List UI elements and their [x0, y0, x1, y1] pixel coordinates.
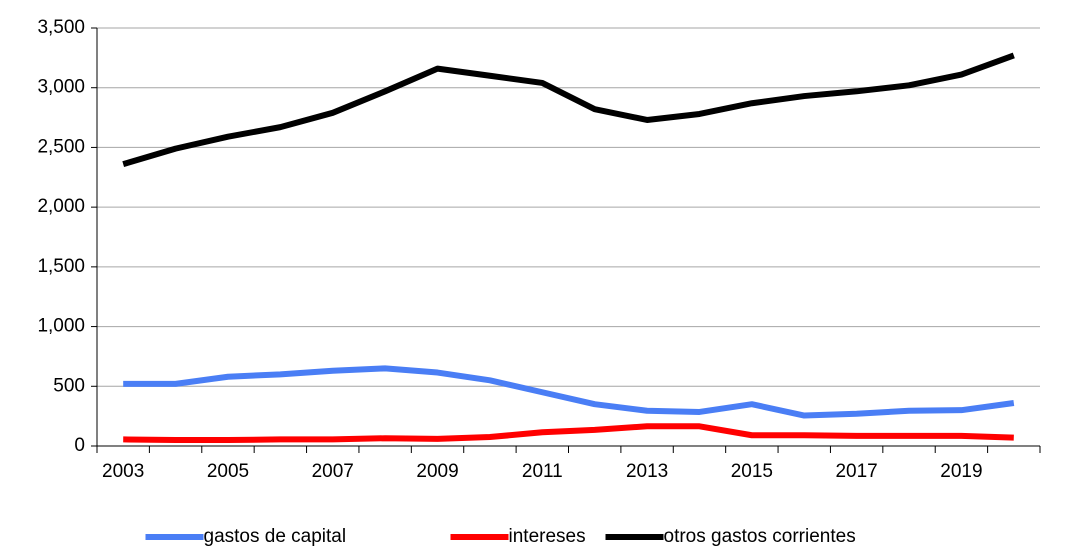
- y-tick-label: 3,500: [37, 17, 85, 38]
- x-tick-label: 2013: [626, 461, 668, 482]
- x-tick-label: 2017: [835, 461, 877, 482]
- x-tick-label: 2019: [940, 461, 982, 482]
- x-tick-label: 2005: [207, 461, 249, 482]
- x-tick-label: 2015: [731, 461, 773, 482]
- x-tick-label: 2009: [416, 461, 458, 482]
- legend-label: gastos de capital: [204, 526, 347, 547]
- x-tick-label: 2003: [102, 461, 144, 482]
- series-line: [122, 52, 1015, 168]
- y-tick-label: 2,500: [37, 136, 85, 157]
- series-line: [123, 423, 1014, 444]
- legend-label: otros gastos corrientes: [664, 526, 856, 547]
- y-tick-label: 2,000: [37, 196, 85, 217]
- y-tick-label: 0: [74, 435, 85, 456]
- y-tick-label: 500: [53, 375, 85, 396]
- y-tick-label: 1,000: [37, 316, 85, 337]
- legend-label: intereses: [509, 526, 586, 547]
- y-tick-label: 3,000: [37, 77, 85, 98]
- x-tick-label: 2007: [312, 461, 354, 482]
- y-tick-label: 1,500: [37, 256, 85, 277]
- series-line: [123, 365, 1015, 419]
- x-tick-label: 2011: [522, 461, 563, 482]
